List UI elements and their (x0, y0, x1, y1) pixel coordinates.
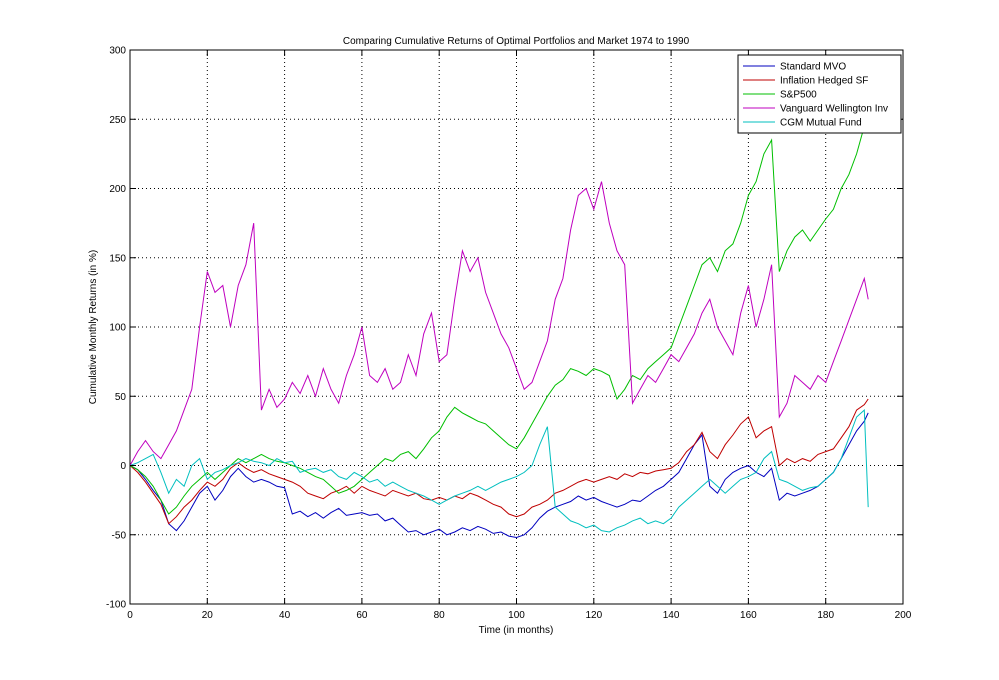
y-tick-label: 300 (109, 46, 126, 57)
series-layer (130, 105, 869, 539)
x-tick-label: 80 (434, 610, 446, 621)
y-tick-label: 250 (109, 115, 126, 126)
y-axis-label: Cumulative Monthly Returns (in %) (88, 250, 99, 405)
series-line-s-p500 (130, 105, 869, 515)
legend-label: CGM Mutual Fund (780, 118, 862, 129)
y-tick-label: 0 (120, 461, 126, 472)
legend: Standard MVO Inflation Hedged SF S&P500 Van… (737, 54, 902, 134)
series-line-inflation-hedged-sf (130, 398, 869, 525)
x-tick-label: 100 (508, 610, 525, 621)
y-tick-label: 100 (109, 323, 126, 334)
y-tick-label: 150 (109, 253, 126, 264)
x-tick-label: 60 (356, 610, 368, 621)
x-axis-ticks: 0 20 40 60 80 100 120 140 160 180 200 (127, 50, 912, 621)
x-tick-label: 160 (740, 610, 757, 621)
x-tick-label: 40 (279, 610, 291, 621)
y-axis-ticks: -100 -50 0 50 100 150 200 250 300 (106, 46, 903, 611)
x-tick-label: 200 (895, 610, 912, 621)
y-tick-label: -100 (106, 600, 126, 611)
legend-label: Standard MVO (780, 62, 846, 73)
legend-label: S&P500 (780, 90, 817, 101)
x-tick-label: 20 (202, 610, 214, 621)
y-tick-label: 200 (109, 184, 126, 195)
legend-label: Vanguard Wellington Inv (780, 104, 888, 115)
x-axis-label: Time (in months) (479, 625, 554, 636)
x-tick-label: 180 (817, 610, 834, 621)
y-tick-label: 50 (115, 392, 127, 403)
series-line-cgm-mutual-fund (130, 409, 869, 533)
chart-title: Comparing Cumulative Returns of Optimal … (343, 36, 690, 47)
x-tick-label: 0 (127, 610, 133, 621)
x-tick-label: 120 (585, 610, 602, 621)
series-line-vanguard-wellington-inv (130, 181, 869, 466)
y-tick-label: -50 (112, 530, 127, 541)
x-tick-label: 140 (663, 610, 680, 621)
series-line-standard-mvo (130, 412, 869, 539)
legend-label: Inflation Hedged SF (780, 76, 868, 87)
